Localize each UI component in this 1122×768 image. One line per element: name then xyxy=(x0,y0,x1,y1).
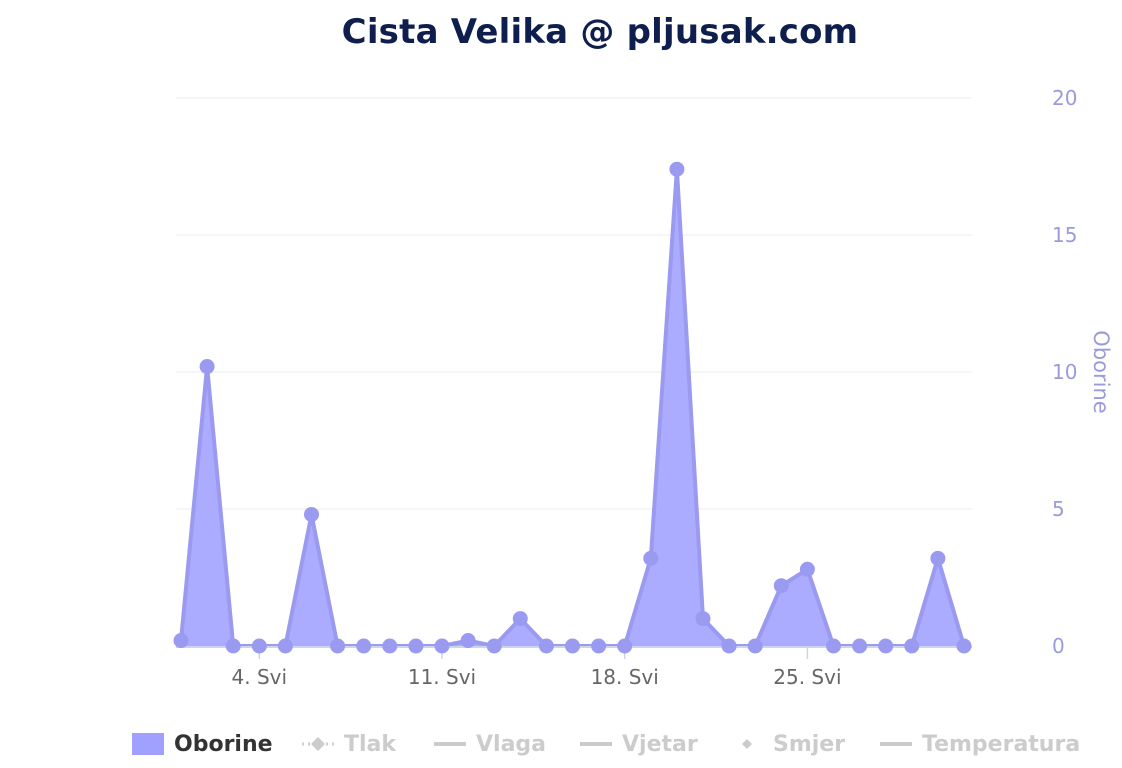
data-point xyxy=(251,638,267,654)
data-point xyxy=(512,611,528,627)
data-point xyxy=(565,638,580,654)
x-tick-label: 25. Svi xyxy=(773,665,841,689)
precipitation-line xyxy=(179,167,966,648)
legend-item-smjer[interactable]: Smjer xyxy=(731,726,845,762)
y-axis-title: Oborine xyxy=(1089,330,1113,413)
data-point xyxy=(460,633,476,649)
data-point xyxy=(799,561,815,577)
area-swatch-icon xyxy=(132,733,164,755)
data-point xyxy=(695,611,711,627)
data-point xyxy=(956,638,972,654)
x-tick-label: 11. Svi xyxy=(408,665,476,689)
x-tick-label: 18. Svi xyxy=(591,665,659,689)
y-tick-label: 0 xyxy=(1052,634,1065,658)
line-icon xyxy=(580,742,612,746)
data-point xyxy=(356,638,372,654)
line-icon xyxy=(880,742,912,746)
legend-label: Vlaga xyxy=(476,731,547,757)
legend-item-temperatura[interactable]: Temperatura xyxy=(880,726,1080,762)
data-point xyxy=(878,638,894,654)
data-point xyxy=(304,506,319,522)
data-point xyxy=(930,550,946,566)
chart-title: Cista Velika @ pljusak.com xyxy=(341,12,859,52)
chart: 4. Svi 11. Svi 18. Svi 25. Svi 0 5 10 15 20 Obo… xyxy=(173,86,1113,689)
y-axis: 0 5 10 15 20 xyxy=(1052,86,1077,658)
data-point xyxy=(486,638,502,654)
data-point xyxy=(434,638,450,654)
data-point xyxy=(591,638,607,654)
legend-label: Temperatura xyxy=(922,731,1081,757)
data-point xyxy=(199,359,215,375)
data-point xyxy=(852,638,868,654)
y-tick-label: 10 xyxy=(1052,360,1077,384)
data-point xyxy=(173,633,189,649)
data-point xyxy=(826,638,841,654)
legend-item-vjetar[interactable]: Vjetar xyxy=(580,726,698,762)
data-point xyxy=(643,550,659,566)
data-point xyxy=(408,638,424,654)
data-point xyxy=(669,161,685,177)
legend-item-oborine[interactable]: Oborine xyxy=(132,726,273,762)
data-point xyxy=(617,638,633,654)
legend-label: Oborine xyxy=(174,731,273,757)
data-point xyxy=(538,638,554,654)
diamond-marker-icon xyxy=(742,739,752,749)
data-point xyxy=(382,638,398,654)
data-points xyxy=(173,161,972,654)
line-icon xyxy=(434,742,466,746)
line-diamond-marker-icon xyxy=(302,737,334,751)
data-point xyxy=(747,638,763,654)
data-point xyxy=(225,638,241,654)
precipitation-area xyxy=(179,167,966,648)
data-point xyxy=(330,638,346,654)
x-tick-label: 4. Svi xyxy=(232,665,288,689)
legend-label: Vjetar xyxy=(622,731,698,757)
y-tick-label: 5 xyxy=(1052,497,1065,521)
legend-item-vlaga[interactable]: Vlaga xyxy=(434,726,546,762)
legend-label: Tlak xyxy=(344,731,397,757)
legend-label: Smjer xyxy=(773,731,846,757)
legend-item-tlak[interactable]: Tlak xyxy=(302,726,396,762)
data-point xyxy=(277,638,293,654)
data-point xyxy=(721,638,737,654)
y-tick-label: 20 xyxy=(1052,86,1077,110)
y-tick-label: 15 xyxy=(1052,223,1077,247)
data-point xyxy=(904,638,920,654)
grid-lines xyxy=(176,97,972,510)
legend: Oborine Tlak Vlaga Vjetar Smjer Temperat… xyxy=(0,726,1122,762)
data-point xyxy=(773,578,789,594)
